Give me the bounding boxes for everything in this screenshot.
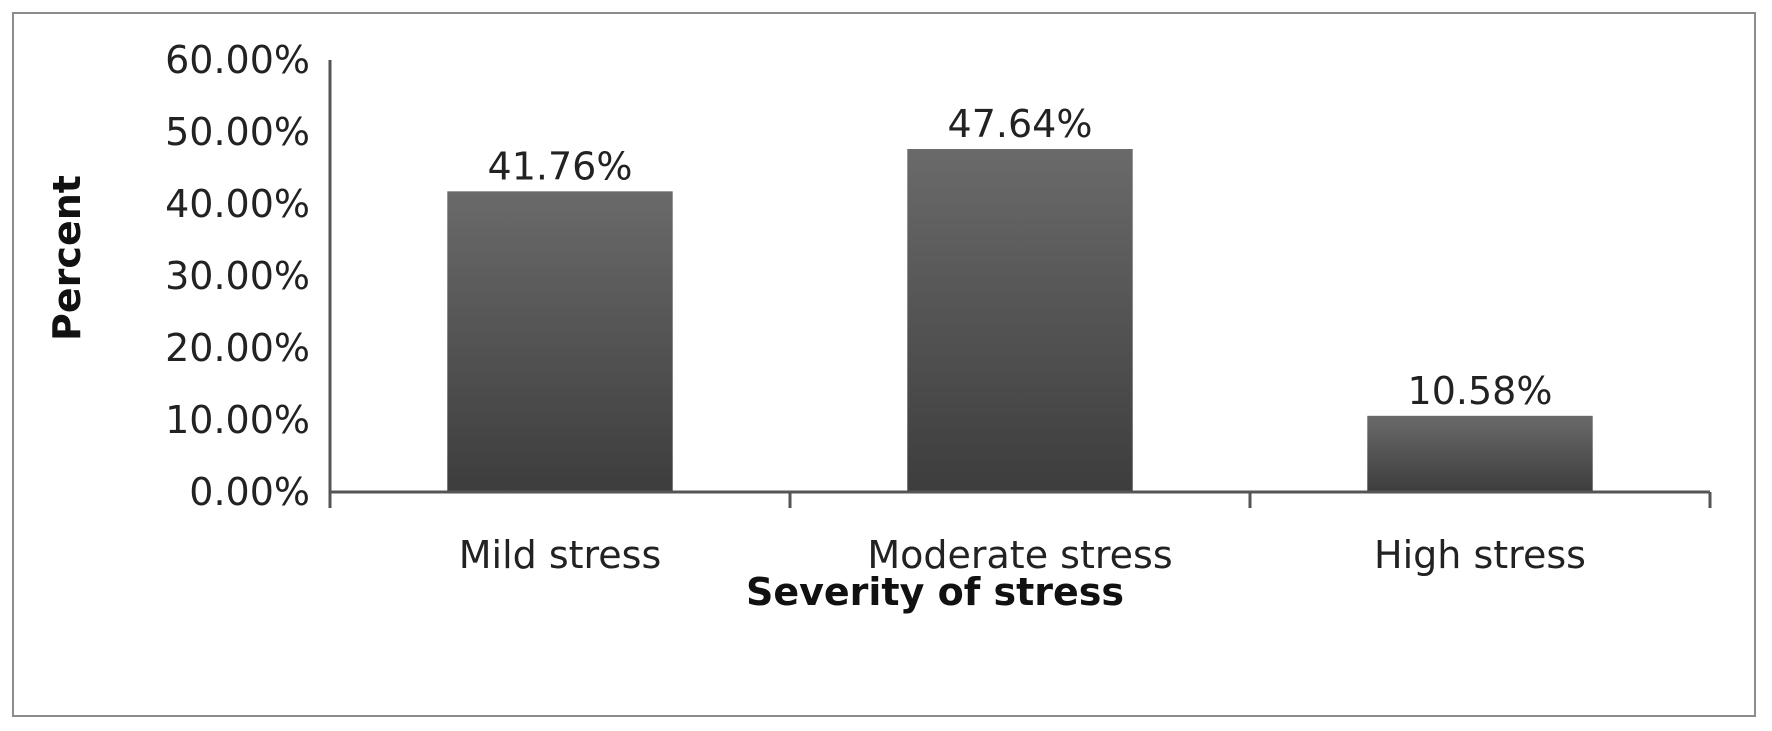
y-axis-title: Percent xyxy=(45,175,89,341)
bar xyxy=(447,191,673,492)
axes xyxy=(328,60,1712,508)
data-label: 41.76% xyxy=(488,144,633,188)
y-tick-label: 30.00% xyxy=(165,254,310,298)
y-tick-label: 60.00% xyxy=(165,38,310,82)
data-label: 47.64% xyxy=(948,102,1093,146)
x-category-label: High stress xyxy=(1374,533,1586,577)
data-label: 10.58% xyxy=(1408,369,1553,413)
x-axis-category-labels: Mild stress Moderate stress High stress xyxy=(459,533,1586,577)
bars xyxy=(447,148,1593,492)
bar xyxy=(907,148,1133,492)
x-axis-title: Severity of stress xyxy=(746,570,1124,614)
y-tick-label: 0.00% xyxy=(189,470,310,514)
x-category-label: Mild stress xyxy=(459,533,662,577)
y-axis-ticks: 0.00% 10.00% 20.00% 30.00% 40.00% 50.00% 60.00… xyxy=(165,38,310,514)
y-tick-label: 40.00% xyxy=(165,182,310,226)
data-labels: 41.76% 47.64% 10.58% xyxy=(488,102,1553,413)
bar xyxy=(1367,415,1593,492)
y-tick-label: 10.00% xyxy=(165,398,310,442)
x-category-label: Moderate stress xyxy=(867,533,1172,577)
chart-frame xyxy=(12,12,1756,717)
y-tick-label: 20.00% xyxy=(165,326,310,370)
y-tick-label: 50.00% xyxy=(165,110,310,154)
